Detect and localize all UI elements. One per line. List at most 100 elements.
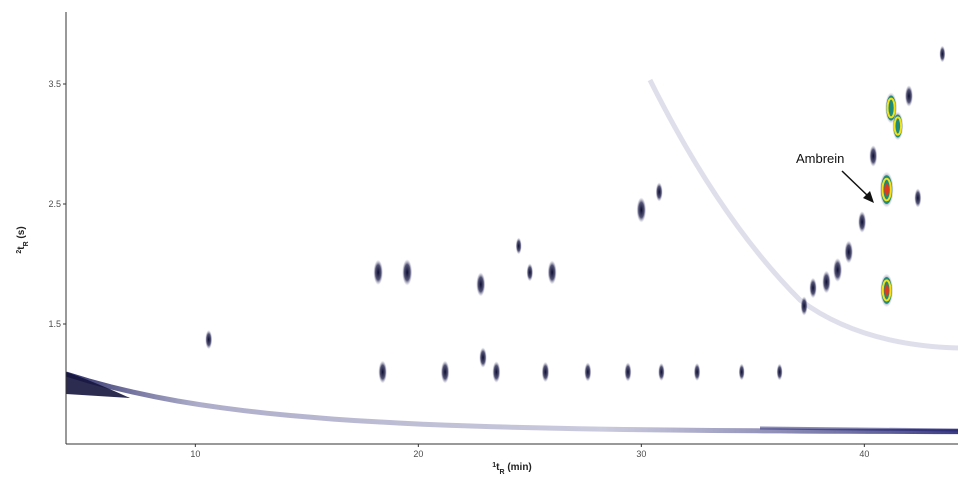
peak-13-body	[541, 361, 550, 383]
peak-23	[833, 258, 843, 282]
x-axis-title-main: t	[496, 462, 500, 473]
y-tick-label-1: 2.5	[48, 199, 61, 209]
peak-18-body	[738, 363, 745, 381]
peak-28	[879, 171, 894, 208]
peak-33-body	[939, 45, 946, 63]
annotation-label: Ambrein	[796, 151, 844, 166]
peak-0-body	[205, 330, 213, 350]
peak-2	[402, 259, 413, 286]
peak-23-body	[833, 258, 843, 282]
y-axis-title: 2tR (s)	[16, 226, 30, 253]
x-tick-label-0: 10	[190, 449, 200, 459]
y-axis-title-sub: R	[23, 241, 30, 246]
peak-16-body	[658, 363, 665, 381]
peak-30-contour	[893, 116, 903, 136]
y-axis-ticks: 1.5 2.5 3.5	[48, 79, 66, 329]
y-axis-title-sup: 2	[16, 250, 23, 254]
peak-31-body	[904, 85, 913, 107]
peak-7-body	[655, 182, 663, 202]
peak-22-body	[822, 270, 831, 294]
peak-16	[658, 363, 665, 381]
peak-21	[809, 277, 817, 299]
peak-5	[547, 260, 557, 285]
peak-27	[880, 273, 894, 308]
x-axis-title-sub: R	[499, 469, 504, 476]
ambrein-annotation: Ambrein	[796, 151, 874, 203]
peak-26-body	[869, 145, 878, 167]
peak-26	[869, 145, 878, 167]
x-axis-ticks: 10 20 30 40	[190, 444, 869, 459]
peak-0	[205, 330, 213, 350]
x-tick-label-1: 20	[413, 449, 423, 459]
peak-12	[479, 347, 487, 368]
peak-15-body	[624, 362, 632, 382]
peak-10-body	[440, 360, 450, 384]
peak-2-body	[402, 259, 413, 286]
peak-28-contour	[881, 177, 892, 202]
peak-3	[476, 272, 486, 297]
peak-14	[584, 362, 592, 382]
x-axis-title-unit: (min)	[505, 462, 532, 473]
peak-11	[492, 361, 501, 383]
peak-27-contour	[881, 279, 892, 302]
x-axis-title: 1tR (min)	[492, 462, 532, 476]
x-axis-title-sup: 1	[492, 462, 496, 469]
y-axis-title-unit: (s)	[16, 226, 27, 241]
peak-28-core	[884, 183, 890, 196]
peak-9	[378, 360, 387, 384]
peak-3-body	[476, 272, 486, 297]
late-baseline	[759, 426, 958, 432]
peak-22	[822, 270, 831, 294]
peak-1	[373, 259, 383, 285]
y-tick-label-2: 3.5	[48, 79, 61, 89]
peak-24-body	[844, 240, 853, 264]
peak-15	[624, 362, 632, 382]
peak-32-body	[914, 188, 922, 208]
peak-18	[738, 363, 745, 381]
peak-10	[440, 360, 450, 384]
peak-4	[526, 263, 534, 282]
y-tick-label-0: 1.5	[48, 319, 61, 329]
peak-20-body	[800, 296, 808, 316]
peak-12-body	[479, 347, 487, 368]
peak-17	[693, 363, 701, 381]
peak-11-body	[492, 361, 501, 383]
annotation-arrowhead	[863, 191, 874, 203]
peak-25-body	[858, 211, 867, 233]
peak-4-body	[526, 263, 534, 282]
peak-21-body	[809, 277, 817, 299]
solvent-front	[66, 372, 130, 398]
annotation-arrow-line	[841, 170, 869, 197]
peak-1-body	[373, 259, 383, 285]
peak-29-contour	[886, 97, 896, 119]
peak-27-core	[884, 284, 889, 297]
peak-7	[655, 182, 663, 202]
peak-25	[858, 211, 867, 233]
peak-19	[776, 363, 783, 381]
plot-background	[66, 12, 958, 444]
peak-14-body	[584, 362, 592, 382]
background-bands	[66, 78, 958, 435]
peak-8-body	[515, 237, 522, 255]
peaks-layer	[205, 45, 946, 384]
peak-30	[892, 111, 904, 141]
peak-33	[939, 45, 946, 63]
peak-6	[636, 197, 647, 223]
peak-6-body	[636, 197, 647, 223]
y-axis-title-main: t	[16, 246, 27, 250]
peak-13	[541, 361, 550, 383]
x-tick-label-2: 30	[636, 449, 646, 459]
baseline-band	[66, 371, 958, 435]
peak-5-body	[547, 260, 557, 285]
peak-17-body	[693, 363, 701, 381]
peak-31	[904, 85, 913, 107]
peak-20	[800, 296, 808, 316]
plot-area	[65, 12, 958, 445]
x-tick-label-3: 40	[859, 449, 869, 459]
peak-19-body	[776, 363, 783, 381]
peak-9-body	[378, 360, 387, 384]
peak-8	[515, 237, 522, 255]
peak-32	[914, 188, 922, 208]
wraparound-band	[647, 78, 958, 351]
